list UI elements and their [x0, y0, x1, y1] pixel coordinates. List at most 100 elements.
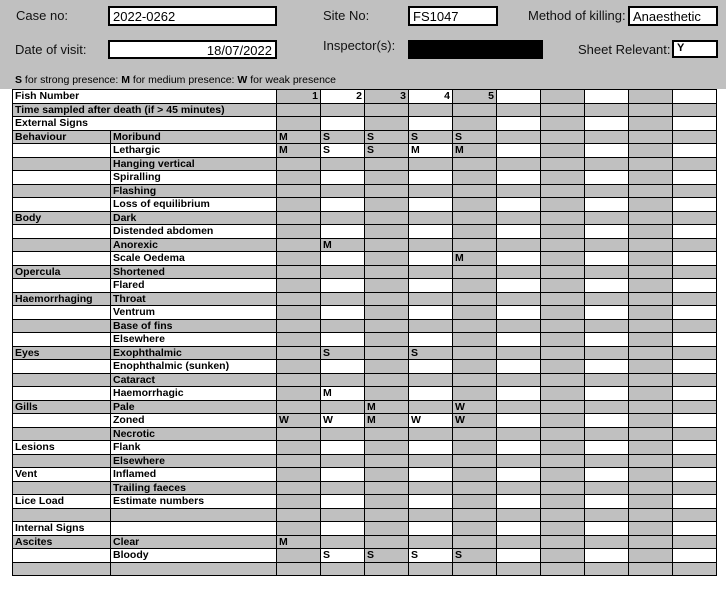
value-cell[interactable]: [320, 399, 365, 414]
value-cell[interactable]: [540, 440, 585, 455]
value-cell[interactable]: [496, 116, 541, 131]
value-cell[interactable]: [452, 372, 497, 387]
value-cell[interactable]: [276, 102, 321, 117]
value-cell[interactable]: [408, 305, 453, 320]
value-cell[interactable]: [276, 278, 321, 293]
fish-number-cell[interactable]: 1: [276, 89, 321, 104]
value-cell[interactable]: [584, 278, 629, 293]
value-cell[interactable]: [584, 332, 629, 347]
value-cell[interactable]: [584, 467, 629, 482]
value-cell[interactable]: [452, 359, 497, 374]
value-cell[interactable]: [364, 224, 409, 239]
value-cell[interactable]: [364, 291, 409, 306]
value-cell[interactable]: [584, 386, 629, 401]
value-cell[interactable]: [408, 507, 453, 522]
value-cell[interactable]: [276, 521, 321, 536]
value-cell[interactable]: [364, 480, 409, 495]
value-cell[interactable]: [364, 183, 409, 198]
value-cell[interactable]: [672, 170, 717, 185]
value-cell[interactable]: [276, 561, 321, 576]
value-cell[interactable]: [364, 102, 409, 117]
value-cell[interactable]: [584, 237, 629, 252]
value-cell[interactable]: [320, 507, 365, 522]
value-cell[interactable]: [628, 345, 673, 360]
value-cell[interactable]: [276, 156, 321, 171]
value-cell[interactable]: [540, 467, 585, 482]
value-cell[interactable]: [496, 359, 541, 374]
value-cell[interactable]: [672, 413, 717, 428]
value-cell[interactable]: [540, 332, 585, 347]
fish-number-cell[interactable]: [628, 89, 673, 104]
fish-number-cell[interactable]: 2: [320, 89, 365, 104]
value-cell[interactable]: [584, 372, 629, 387]
value-cell[interactable]: [672, 345, 717, 360]
value-cell[interactable]: [320, 264, 365, 279]
value-cell[interactable]: [584, 359, 629, 374]
value-cell[interactable]: [672, 359, 717, 374]
value-cell[interactable]: [408, 534, 453, 549]
value-cell[interactable]: [628, 318, 673, 333]
value-cell[interactable]: [320, 116, 365, 131]
value-cell[interactable]: [672, 102, 717, 117]
value-cell[interactable]: [496, 467, 541, 482]
value-cell[interactable]: [584, 156, 629, 171]
value-cell[interactable]: S: [320, 548, 365, 563]
value-cell[interactable]: [496, 386, 541, 401]
value-cell[interactable]: [628, 534, 673, 549]
value-cell[interactable]: [320, 453, 365, 468]
value-cell[interactable]: [408, 183, 453, 198]
value-cell[interactable]: [276, 399, 321, 414]
value-cell[interactable]: [496, 561, 541, 576]
value-cell[interactable]: [452, 345, 497, 360]
value-cell[interactable]: [452, 156, 497, 171]
value-cell[interactable]: W: [276, 413, 321, 428]
value-cell[interactable]: [452, 507, 497, 522]
value-cell[interactable]: [496, 129, 541, 144]
value-cell[interactable]: [496, 102, 541, 117]
value-cell[interactable]: [408, 251, 453, 266]
value-cell[interactable]: [584, 345, 629, 360]
value-cell[interactable]: [672, 494, 717, 509]
value-cell[interactable]: [496, 399, 541, 414]
value-cell[interactable]: [628, 251, 673, 266]
value-cell[interactable]: [584, 548, 629, 563]
value-cell[interactable]: [320, 372, 365, 387]
value-cell[interactable]: [672, 264, 717, 279]
value-cell[interactable]: [496, 156, 541, 171]
value-cell[interactable]: [496, 264, 541, 279]
value-cell[interactable]: [276, 507, 321, 522]
value-cell[interactable]: S: [364, 143, 409, 158]
value-cell[interactable]: S: [320, 345, 365, 360]
value-cell[interactable]: [496, 345, 541, 360]
value-cell[interactable]: S: [408, 548, 453, 563]
value-cell[interactable]: [452, 210, 497, 225]
value-cell[interactable]: [364, 372, 409, 387]
value-cell[interactable]: [540, 102, 585, 117]
value-cell[interactable]: [276, 237, 321, 252]
value-cell[interactable]: [584, 494, 629, 509]
value-cell[interactable]: [452, 170, 497, 185]
value-cell[interactable]: S: [364, 129, 409, 144]
value-cell[interactable]: M: [276, 129, 321, 144]
value-cell[interactable]: [452, 183, 497, 198]
value-cell[interactable]: [628, 102, 673, 117]
value-cell[interactable]: [452, 521, 497, 536]
value-cell[interactable]: S: [452, 548, 497, 563]
value-cell[interactable]: [496, 494, 541, 509]
value-cell[interactable]: [364, 426, 409, 441]
value-cell[interactable]: [320, 561, 365, 576]
value-cell[interactable]: [364, 197, 409, 212]
value-cell[interactable]: M: [320, 237, 365, 252]
value-cell[interactable]: M: [276, 143, 321, 158]
value-cell[interactable]: [628, 143, 673, 158]
value-cell[interactable]: [408, 264, 453, 279]
value-cell[interactable]: [276, 548, 321, 563]
value-cell[interactable]: [276, 264, 321, 279]
value-cell[interactable]: [584, 399, 629, 414]
value-cell[interactable]: [364, 305, 409, 320]
value-cell[interactable]: [276, 372, 321, 387]
value-cell[interactable]: [628, 507, 673, 522]
value-cell[interactable]: [320, 359, 365, 374]
value-cell[interactable]: [364, 170, 409, 185]
value-cell[interactable]: S: [320, 129, 365, 144]
